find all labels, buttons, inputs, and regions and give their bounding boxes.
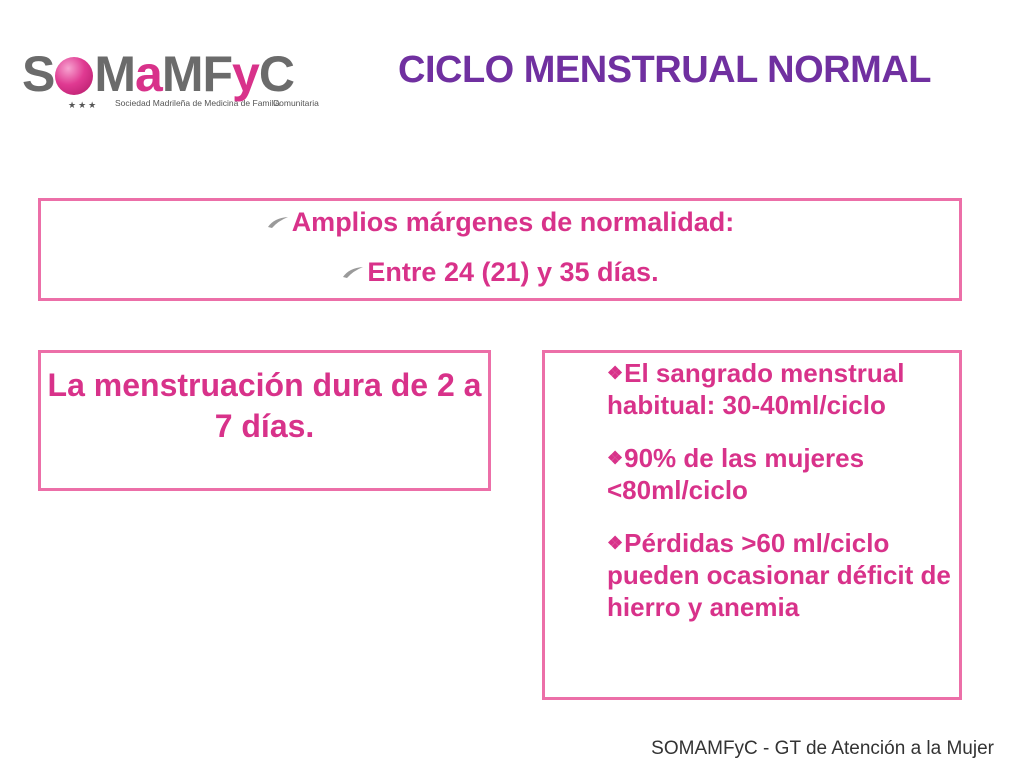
- swoosh-icon: [267, 217, 288, 228]
- somamfyc-logo: S MaMFyC ★★★ Sociedad Madrileña de Medici…: [22, 46, 319, 114]
- list-item-text: 90% de las mujeres <80ml/ciclo: [607, 443, 865, 505]
- logo-tagline-line-2: Comunitaria: [273, 98, 319, 108]
- duration-text: La menstruación dura de 2 a 7 días.: [47, 367, 482, 444]
- diamond-cluster-icon: ❖: [607, 448, 624, 468]
- list-item-text: Pérdidas >60 ml/ciclo pueden ocasionar d…: [607, 528, 951, 622]
- logo-tagline: Sociedad Madrileña de Medicina de Famili…: [115, 98, 319, 108]
- normal-range-line-2: Entre 24 (21) y 35 días.: [41, 257, 959, 288]
- bleeding-facts-list: ❖El sangrado menstrual habitual: 30-40ml…: [607, 357, 952, 644]
- normal-range-text-2: Entre 24 (21) y 35 días.: [367, 257, 659, 287]
- list-item: ❖El sangrado menstrual habitual: 30-40ml…: [607, 357, 952, 421]
- normal-range-text-1: Amplios márgenes de normalidad:: [291, 207, 735, 237]
- list-item: ❖90% de las mujeres <80ml/ciclo: [607, 442, 952, 506]
- bleeding-facts-box: ❖El sangrado menstrual habitual: 30-40ml…: [542, 350, 962, 700]
- normal-range-line-1: Amplios márgenes de normalidad:: [41, 207, 959, 238]
- list-item: ❖Pérdidas >60 ml/ciclo pueden ocasionar …: [607, 527, 952, 623]
- logo-tagline-line-1: Sociedad Madrileña de Medicina de Famili…: [115, 98, 280, 108]
- swoosh-icon: [343, 267, 364, 278]
- slide-title: CICLO MENSTRUAL NORMAL: [398, 49, 931, 91]
- logo-wordmark: S MaMFyC: [22, 46, 295, 102]
- list-item-text: El sangrado menstrual habitual: 30-40ml/…: [607, 358, 905, 420]
- logo-stars-icon: ★★★: [68, 100, 99, 110]
- duration-box: La menstruación dura de 2 a 7 días.: [38, 350, 491, 491]
- logo-pink-ball-icon: [55, 57, 94, 95]
- footer-text: SOMAMFyC - GT de Atención a la Mujer: [651, 738, 994, 759]
- normal-range-box: Amplios márgenes de normalidad: Entre 24…: [38, 198, 962, 301]
- diamond-cluster-icon: ❖: [607, 363, 624, 383]
- diamond-cluster-icon: ❖: [607, 533, 624, 553]
